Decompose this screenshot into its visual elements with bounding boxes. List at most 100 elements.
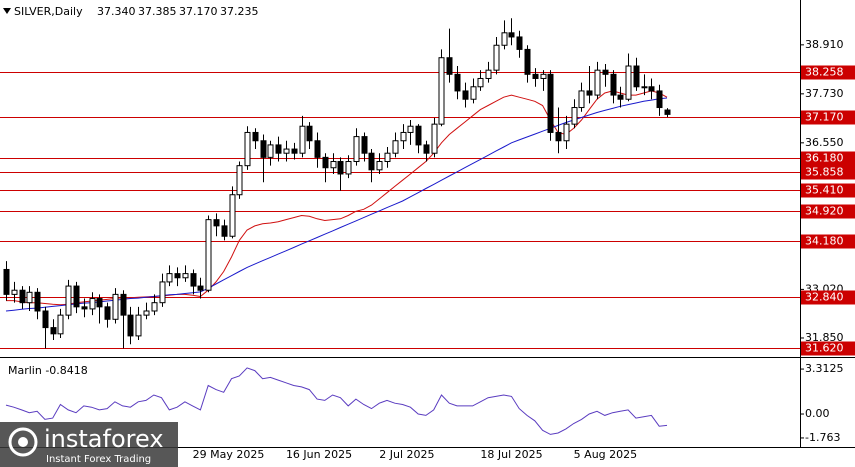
candle-body [50,327,57,335]
x-tick-label: 18 Jul 2025 [480,448,542,461]
level-label: 31.620 [805,342,844,355]
candle-body [501,32,508,46]
watermark-brand: instaforex [44,425,164,453]
candle-body [524,48,531,75]
candle-body [322,156,329,169]
line-series [5,367,668,435]
candle-body [470,86,477,100]
candle-body [34,291,41,312]
candle-body [57,314,64,335]
y-tick-label: 0.00 [805,407,830,420]
level-label: 37.170 [805,111,844,124]
level-label-box [801,65,855,80]
candle-body [392,140,399,154]
candle-body [120,293,127,316]
candle-body [664,109,671,115]
candle-body [594,69,601,96]
level-label-box [801,341,855,356]
candle-body [159,281,166,304]
candle-body [571,107,578,125]
candle-body [656,90,663,109]
header-value: 37.170 [179,5,218,18]
candle-body [244,131,251,167]
candle-body [384,152,391,163]
y-tick-label: 31.850 [805,331,844,344]
level-label-box [801,165,855,180]
candle-body [213,219,220,227]
candle-body [26,291,33,304]
candle-body [376,161,383,171]
x-tick-label: 5 Aug 2025 [574,448,637,461]
candle-body [446,57,453,75]
candle-body [330,161,337,169]
candle-body [602,69,609,75]
level-label: 32.840 [805,291,844,304]
chart-title: SILVER,Daily [14,5,83,18]
level-label-box [801,204,855,219]
candle-body [407,125,414,133]
candle-body [299,125,306,154]
level-label: 34.920 [805,205,844,218]
candle-body [3,268,10,295]
y-tick-label: 3.3125 [805,362,844,375]
candle-body [423,144,430,154]
level-label-box [801,110,855,125]
watermark-logo [8,427,38,457]
candle-body [516,36,523,50]
indicator-title: Marlin -0.8418 [8,364,88,377]
candle-body [368,152,375,171]
candle-body [96,298,103,308]
candle-body [135,314,142,337]
candle-body [555,131,562,142]
candle-body [65,285,72,316]
candle-body [205,219,212,291]
candle-body [260,140,267,158]
candle-body [166,273,173,283]
candle-body [275,144,282,154]
level-label-box [801,183,855,198]
level-label-box [801,290,855,305]
candle-body [89,298,96,310]
y-tick-label: 37.730 [805,87,844,100]
candle-body [291,148,298,154]
candle-body [586,90,593,96]
candle-body [485,69,492,79]
candle-body [11,289,18,295]
header-value: 37.385 [138,5,177,18]
candle-body [143,310,150,316]
watermark: instaforex Instant Forex Trading [0,422,178,467]
candle-body [493,44,500,71]
level-label: 35.410 [805,184,844,197]
candle-body [73,285,80,308]
candle-body [633,65,640,88]
candle-body [431,123,438,154]
candle-body [151,302,158,312]
y-tick-label: -1.763 [805,431,840,444]
candle-body [462,90,469,100]
candle-body [42,310,49,329]
collapse-icon[interactable] [3,8,11,14]
candle-body [454,73,461,92]
level-label: 34.180 [805,235,844,248]
candle-body [19,289,26,304]
candle-body [353,136,360,163]
candle-body [547,73,554,133]
candle-body [236,165,243,196]
watermark-slogan: Instant Forex Trading [46,454,151,465]
candle-body [314,140,321,158]
watermark-logo-core [18,437,28,447]
header-value: 37.235 [220,5,259,18]
candle-body [267,144,274,158]
candle-body [190,273,197,287]
candle-body [337,161,344,175]
candle-body [641,86,648,89]
candle-body [578,90,585,109]
candle-body [252,131,259,142]
candle-body [415,125,422,146]
candle-body [112,293,119,320]
level-label: 35.858 [805,166,844,179]
level-label-box [801,234,855,249]
candle-body [477,77,484,88]
